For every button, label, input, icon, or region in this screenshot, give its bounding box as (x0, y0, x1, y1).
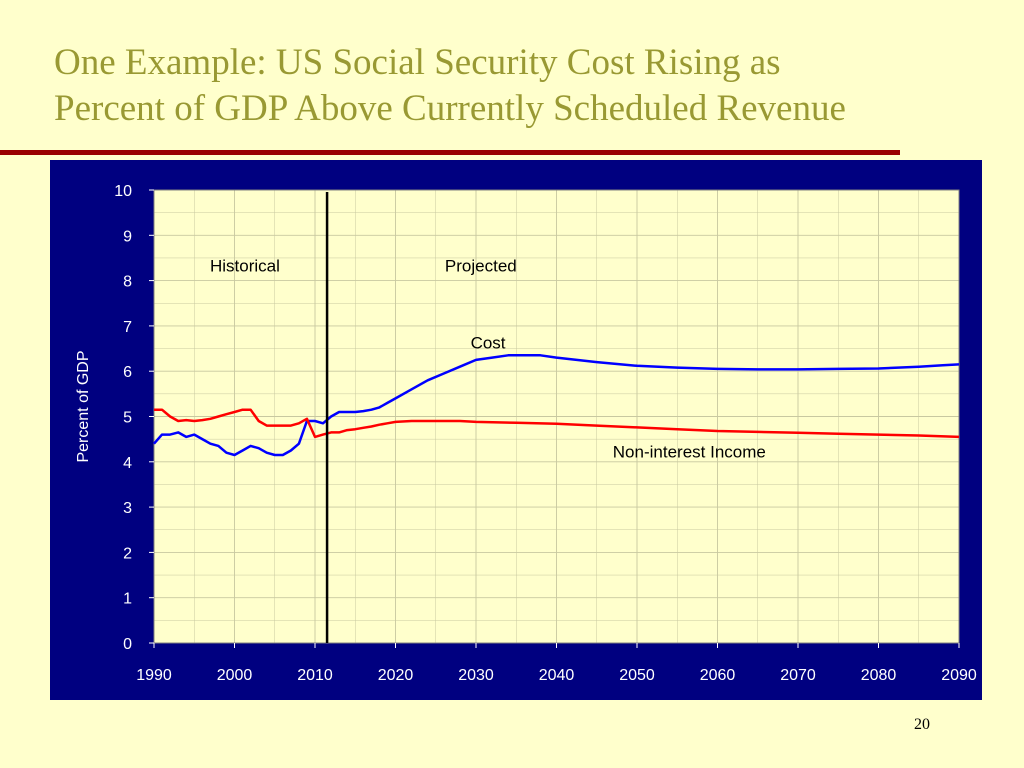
cost-series-line (153, 354, 960, 457)
y-tick-label: 3 (123, 500, 132, 517)
y-tick-label: 9 (123, 228, 132, 245)
annotation-projected: Projected (445, 257, 517, 276)
y-axis-title: Percent of GDP (75, 350, 92, 462)
y-tick-label: 1 (123, 591, 132, 608)
y-tick-label: 6 (123, 364, 132, 381)
x-tick-label: 2020 (378, 667, 414, 684)
chart-panel: 0 1 2 3 4 5 6 7 8 9 10 1990 2000 2010 2020 2030 2040 2050… (50, 160, 982, 700)
x-tick-label: 2030 (458, 667, 494, 684)
y-tick-label: 4 (123, 455, 132, 472)
x-tick-label: 2010 (297, 667, 333, 684)
income-series-line (154, 408, 960, 439)
y-tick-label: 8 (123, 274, 132, 291)
slide-title-line1: One Example: US Social Security Cost Ris… (54, 42, 781, 83)
annotation-historical: Historical (210, 257, 280, 276)
x-tick-label: 2000 (217, 667, 253, 684)
annotation-income: Non-interest Income (613, 442, 766, 461)
y-tick-label: 0 (123, 636, 132, 653)
x-tick-label: 2060 (700, 667, 736, 684)
y-tick-label: 7 (123, 319, 132, 336)
x-tick-label: 2070 (780, 667, 816, 684)
x-tick-label: 2050 (619, 667, 655, 684)
annotation-cost: Cost (471, 334, 506, 353)
y-tick-label: 5 (123, 410, 132, 427)
x-tick-label: 2090 (941, 667, 977, 684)
page-number: 20 (914, 716, 930, 733)
x-tick-label: 2080 (861, 667, 897, 684)
slide-title: One Example: US Social Security Cost Ris… (54, 40, 954, 132)
y-tick-label: 10 (114, 183, 132, 200)
line-chart: 0 1 2 3 4 5 6 7 8 9 10 1990 2000 2010 2020 2030 2040 2050… (75, 183, 977, 684)
title-underline-rule (0, 150, 900, 155)
x-tick-label: 2040 (539, 667, 575, 684)
slide-title-line2: Percent of GDP Above Currently Scheduled… (54, 88, 846, 129)
y-tick-label: 2 (123, 545, 132, 562)
x-tick-label: 1990 (136, 667, 172, 684)
